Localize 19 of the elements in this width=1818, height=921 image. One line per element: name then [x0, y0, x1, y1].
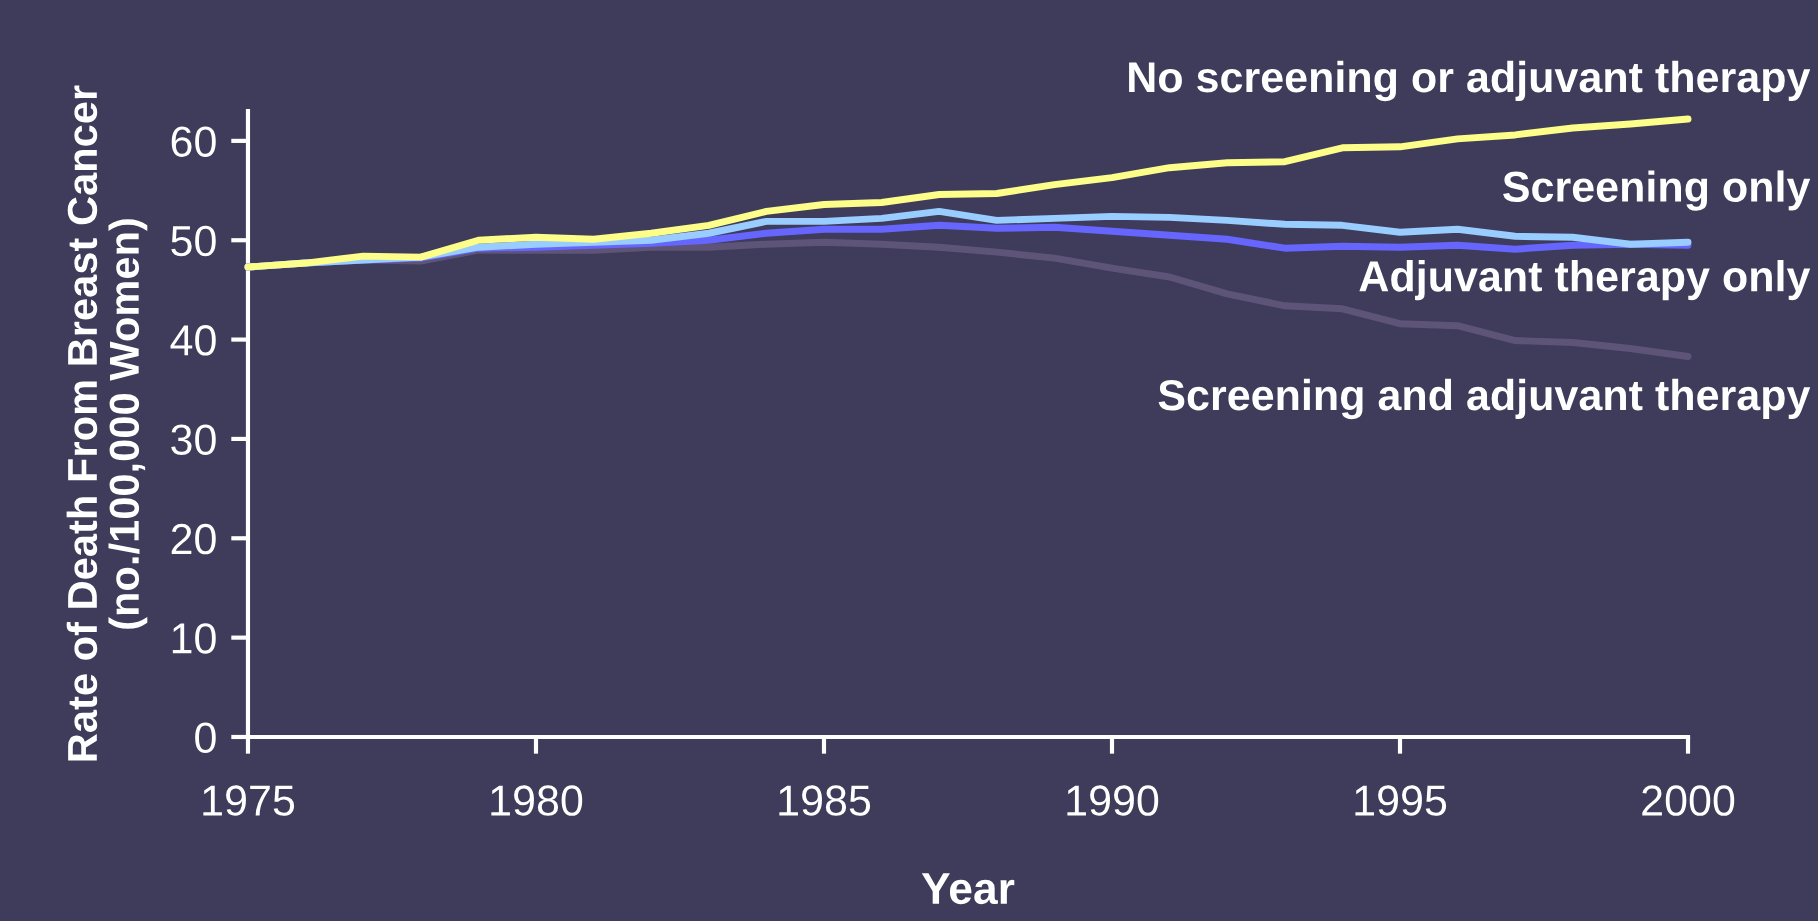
x-tick-label: 1990 [1067, 785, 1159, 816]
y-tick-label: 60 [171, 126, 216, 157]
x-tick-label: 2000 [1642, 785, 1735, 816]
series-label: Screening only [1503, 170, 1811, 211]
y-tick-label: 0 [195, 722, 216, 754]
y-tick-label: 50 [171, 225, 216, 257]
x-axis-title: Year [921, 873, 1015, 905]
x-tick-label: 1975 [203, 785, 295, 816]
series-label: No screening or adjuvant therapy [1129, 60, 1811, 102]
y-tick-label: 10 [172, 623, 216, 654]
series-label: Screening and adjuvant therapy [1158, 378, 1811, 420]
x-tick-label: 1995 [1355, 785, 1447, 816]
x-tick-label: 1985 [779, 785, 871, 816]
y-tick-label: 30 [171, 424, 216, 455]
y-axis-title: Rate of Death From Breast Cancer (no./100,000 Women) [66, 85, 148, 761]
y-tick-label: 20 [171, 523, 216, 555]
x-tick-label: 1980 [491, 785, 583, 816]
series-label: Adjuvant therapy only [1359, 260, 1811, 301]
y-tick-label: 40 [170, 325, 216, 356]
